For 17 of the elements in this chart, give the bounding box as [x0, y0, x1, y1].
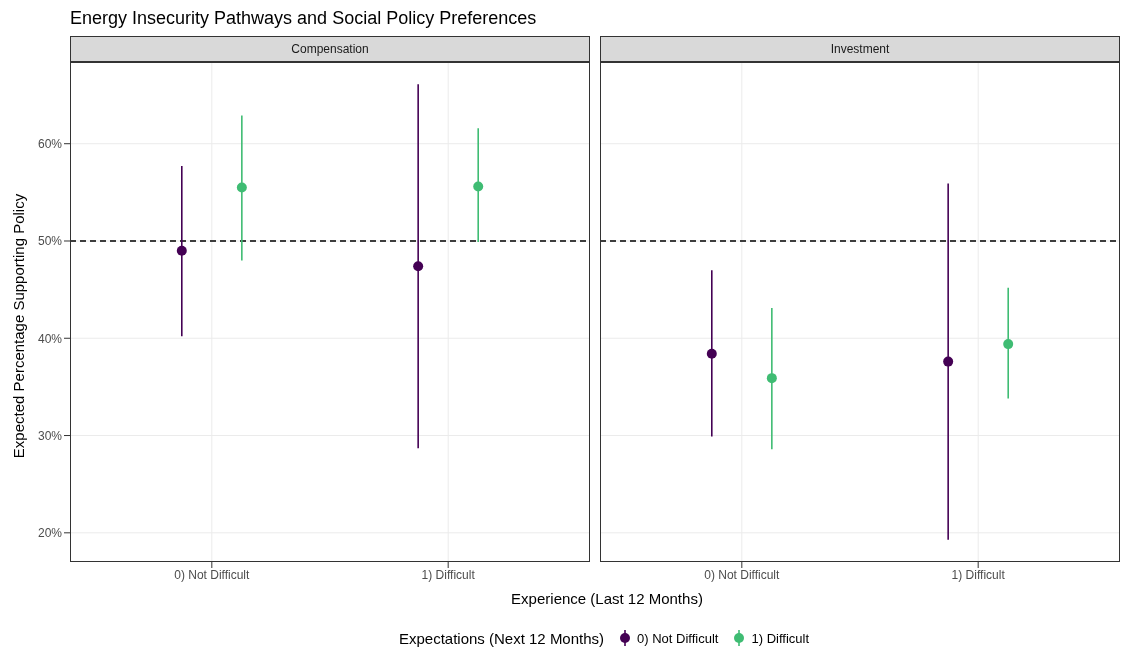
y-tick-label: 30% — [37, 428, 63, 443]
y-tick-label: 50% — [37, 234, 63, 249]
legend-label: 1) Difficult — [751, 630, 810, 646]
chart-title: Energy Insecurity Pathways and Social Policy Preferences — [70, 8, 538, 30]
legend-title: Expectations (Next 12 Months) — [398, 629, 605, 647]
y-axis-title: Expected Percentage Supporting Policy — [9, 193, 27, 459]
chart-subtitle: Investment — [600, 36, 1120, 62]
y-tick-label: 20% — [37, 526, 63, 541]
y-tick-label: 60% — [37, 136, 63, 151]
x-tick-label: 0) Not Difficult — [704, 567, 781, 582]
x-tick-label: 1) Difficult — [421, 567, 476, 582]
x-tick-label: 0) Not Difficult — [174, 567, 251, 582]
y-tick-label: 40% — [37, 331, 63, 346]
chart-subtitle: Compensation — [70, 36, 590, 62]
legend-label: 0) Not Difficult — [637, 630, 719, 646]
x-axis-title: Experience (Last 12 Months) — [510, 590, 704, 607]
x-tick-label: 1) Difficult — [951, 567, 1006, 582]
